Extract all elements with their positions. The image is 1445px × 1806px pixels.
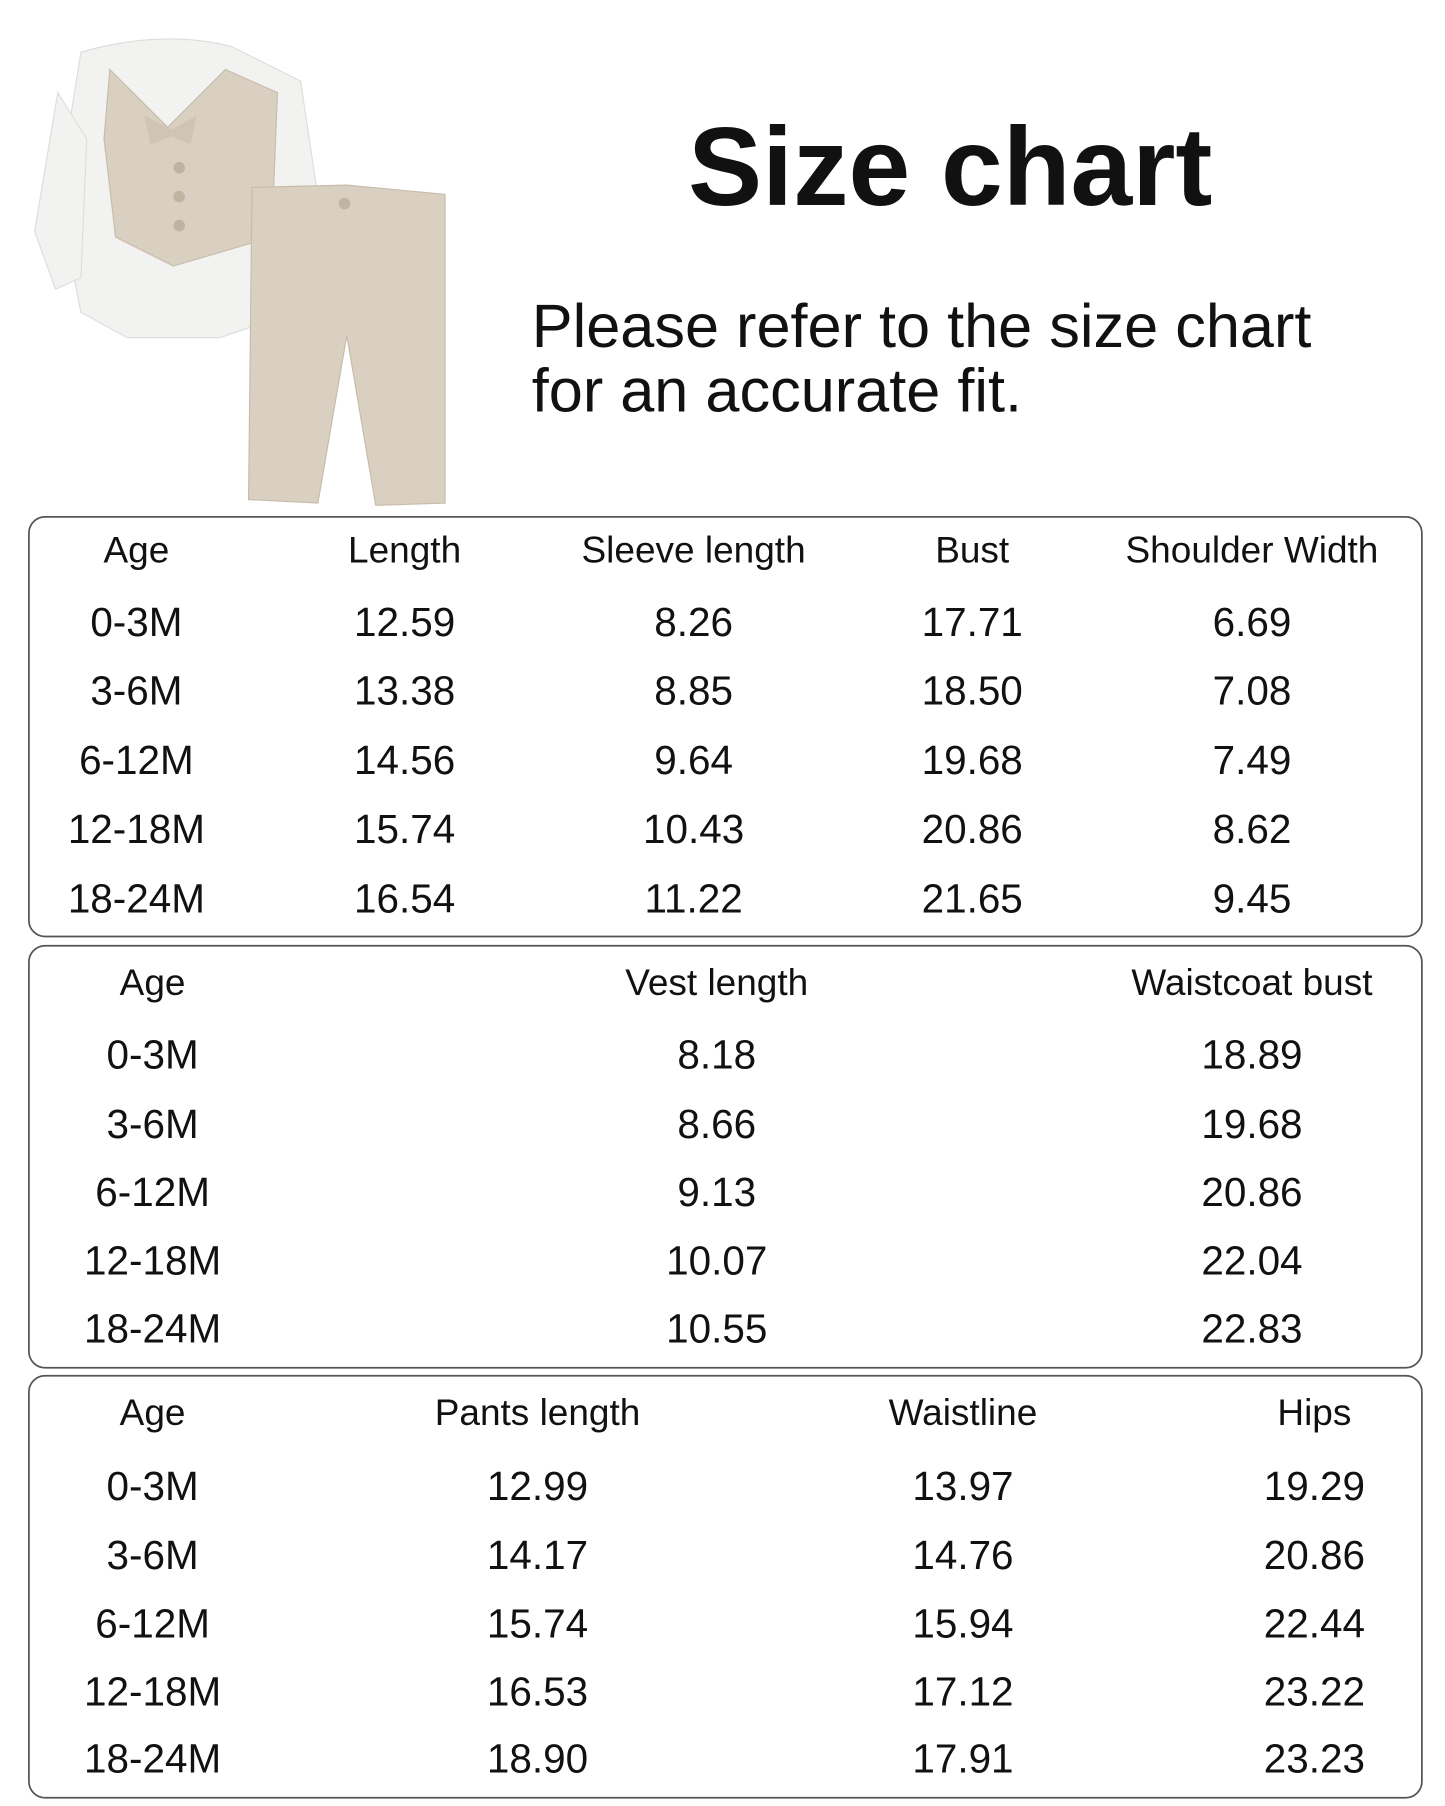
column-header: Shoulder Width	[1126, 529, 1379, 570]
size-cell: 14.17	[487, 1532, 588, 1578]
size-cell: 23.22	[1264, 1669, 1365, 1715]
column-header: Length	[348, 529, 461, 570]
size-cell: 17.91	[912, 1736, 1013, 1782]
column-header: Hips	[1277, 1392, 1351, 1433]
size-cell: 16.53	[487, 1669, 588, 1715]
size-cell: 18.50	[922, 667, 1023, 713]
age-cell: 18-24M	[84, 1306, 221, 1352]
column-header: Waistcoat bust	[1131, 962, 1372, 1003]
size-cell: 19.68	[1201, 1101, 1302, 1147]
age-cell: 6-12M	[79, 737, 194, 783]
size-cell: 12.59	[354, 599, 455, 645]
size-cell: 13.97	[912, 1463, 1013, 1509]
age-cell: 12-18M	[68, 806, 205, 852]
tables: Age Length Sleeve length Bust Shoulder Width…	[28, 516, 1423, 1799]
column-header: Vest length	[625, 962, 808, 1003]
age-cell: 12-18M	[84, 1237, 221, 1283]
size-cell: 9.45	[1213, 876, 1292, 922]
size-cell: 8.26	[654, 599, 733, 645]
age-cell: 0-3M	[107, 1463, 199, 1509]
size-table: Age Length Sleeve length Bust Shoulder Width…	[28, 516, 1423, 938]
column-header: Waistline	[889, 1392, 1038, 1433]
size-cell: 16.54	[354, 876, 455, 922]
age-cell: 6-12M	[95, 1600, 210, 1646]
column-header: Bust	[935, 529, 1009, 570]
product-illustration	[34, 38, 446, 506]
column-header: Sleeve length	[582, 529, 806, 570]
title: Size chart	[688, 105, 1212, 229]
table-border	[28, 944, 1423, 1369]
age-cell: 3-6M	[107, 1101, 199, 1147]
size-cell: 10.55	[666, 1306, 767, 1352]
age-cell: 6-12M	[95, 1169, 210, 1215]
age-cell: 12-18M	[84, 1669, 221, 1715]
size-cell: 17.71	[922, 599, 1023, 645]
age-cell: 0-3M	[107, 1032, 199, 1078]
size-cell: 8.18	[677, 1032, 756, 1078]
size-cell: 23.23	[1264, 1736, 1365, 1782]
size-cell: 22.44	[1264, 1600, 1365, 1646]
size-cell: 7.08	[1213, 667, 1292, 713]
table-border	[28, 1374, 1423, 1799]
size-cell: 14.76	[912, 1532, 1013, 1578]
age-cell: 0-3M	[90, 599, 182, 645]
size-cell: 22.83	[1201, 1306, 1302, 1352]
size-cell: 9.64	[654, 737, 733, 783]
size-cell: 17.12	[912, 1669, 1013, 1715]
column-header: Pants length	[435, 1392, 641, 1433]
size-cell: 8.66	[677, 1101, 756, 1147]
size-cell: 15.74	[487, 1600, 588, 1646]
size-cell: 11.22	[644, 876, 742, 922]
column-header: Age	[104, 529, 170, 570]
column-header: Age	[120, 962, 186, 1003]
size-cell: 15.94	[912, 1600, 1013, 1646]
size-cell: 20.86	[1201, 1169, 1302, 1215]
size-cell: 10.07	[666, 1237, 767, 1283]
size-cell: 12.99	[487, 1463, 588, 1509]
size-cell: 6.69	[1213, 599, 1292, 645]
column-header: Age	[120, 1392, 186, 1433]
size-cell: 10.43	[643, 806, 744, 852]
size-cell: 18.89	[1201, 1032, 1302, 1078]
subtitle-line: Please refer to the size chart	[532, 292, 1312, 360]
size-cell: 13.38	[354, 667, 455, 713]
size-cell: 20.86	[922, 806, 1023, 852]
age-cell: 18-24M	[68, 876, 205, 922]
size-cell: 21.65	[922, 876, 1023, 922]
table-border	[28, 516, 1423, 938]
size-cell: 19.29	[1264, 1463, 1365, 1509]
size-cell: 8.62	[1213, 806, 1292, 852]
size-cell: 19.68	[922, 737, 1023, 783]
size-cell: 20.86	[1264, 1532, 1365, 1578]
size-cell: 9.13	[677, 1169, 756, 1215]
size-cell: 14.56	[354, 737, 455, 783]
subtitle-line: for an accurate fit.	[532, 357, 1022, 425]
age-cell: 3-6M	[107, 1532, 199, 1578]
size-table: Age Pants length Waistline Hips 0-3M 12.99 13.…	[28, 1374, 1423, 1799]
size-cell: 18.90	[487, 1736, 588, 1782]
age-cell: 3-6M	[90, 667, 182, 713]
size-cell: 8.85	[654, 667, 733, 713]
size-cell: 7.49	[1213, 737, 1292, 783]
age-cell: 18-24M	[84, 1736, 221, 1782]
size-cell: 22.04	[1201, 1237, 1302, 1283]
size-table: Age Vest length Waistcoat bust 0-3M 8.18 18.8…	[28, 944, 1423, 1369]
size-cell: 15.74	[354, 806, 455, 852]
